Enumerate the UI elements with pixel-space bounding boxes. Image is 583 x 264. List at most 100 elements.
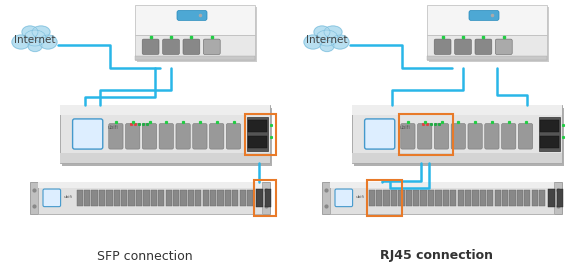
FancyBboxPatch shape	[335, 189, 353, 207]
Bar	[442, 190, 449, 206]
Bar	[143, 190, 150, 206]
FancyBboxPatch shape	[73, 119, 103, 149]
Bar	[532, 190, 538, 206]
Bar	[150, 190, 157, 206]
Bar	[458, 190, 464, 206]
FancyBboxPatch shape	[109, 124, 123, 149]
Bar	[330, 182, 554, 188]
Bar	[368, 190, 375, 206]
Ellipse shape	[331, 35, 349, 49]
Bar	[480, 190, 486, 206]
Bar	[180, 190, 187, 206]
Bar	[30, 182, 38, 214]
FancyBboxPatch shape	[469, 11, 499, 20]
FancyBboxPatch shape	[451, 124, 465, 149]
Bar	[254, 180, 276, 216]
Bar	[265, 189, 271, 207]
Ellipse shape	[24, 30, 46, 46]
Bar	[413, 190, 419, 206]
Bar	[114, 190, 120, 206]
Bar	[540, 136, 559, 148]
Text: ubifi: ubifi	[356, 195, 364, 199]
Bar	[352, 105, 562, 163]
FancyBboxPatch shape	[475, 39, 492, 54]
Bar	[232, 190, 238, 206]
Bar	[354, 108, 564, 166]
Bar	[487, 190, 493, 206]
Bar	[510, 190, 515, 206]
Text: ubifi: ubifi	[108, 125, 118, 130]
FancyBboxPatch shape	[364, 119, 395, 149]
FancyBboxPatch shape	[159, 124, 173, 149]
Bar	[465, 190, 471, 206]
Bar	[352, 105, 562, 115]
Ellipse shape	[316, 30, 338, 46]
Text: ubifi: ubifi	[400, 125, 410, 130]
Bar	[427, 56, 547, 60]
Bar	[472, 190, 479, 206]
Bar	[391, 190, 397, 206]
FancyBboxPatch shape	[177, 11, 207, 20]
FancyBboxPatch shape	[226, 124, 241, 149]
FancyBboxPatch shape	[484, 124, 499, 149]
Ellipse shape	[22, 26, 38, 38]
Bar	[554, 182, 562, 214]
Bar	[99, 190, 105, 206]
Bar	[247, 117, 268, 151]
Bar	[502, 190, 508, 206]
Bar	[406, 190, 412, 206]
Bar	[92, 190, 98, 206]
Bar	[84, 190, 90, 206]
Ellipse shape	[12, 35, 30, 49]
Bar	[257, 189, 263, 207]
FancyBboxPatch shape	[455, 39, 472, 54]
FancyBboxPatch shape	[203, 39, 220, 54]
Bar	[135, 56, 255, 60]
Bar	[540, 120, 559, 132]
FancyBboxPatch shape	[183, 39, 200, 54]
Bar	[121, 190, 127, 206]
Bar	[106, 190, 113, 206]
Ellipse shape	[32, 26, 50, 38]
FancyBboxPatch shape	[176, 124, 190, 149]
Bar	[173, 190, 179, 206]
FancyBboxPatch shape	[193, 124, 207, 149]
FancyBboxPatch shape	[468, 124, 482, 149]
FancyBboxPatch shape	[142, 124, 157, 149]
Bar	[429, 7, 549, 62]
Bar	[420, 190, 427, 206]
Text: SFP connection: SFP connection	[97, 249, 193, 262]
Bar	[427, 35, 547, 60]
FancyBboxPatch shape	[518, 124, 533, 149]
Bar	[549, 189, 554, 207]
Bar	[158, 190, 164, 206]
Bar	[60, 105, 270, 115]
Bar	[76, 190, 83, 206]
Bar	[247, 190, 253, 206]
Bar	[225, 190, 231, 206]
Bar	[330, 182, 554, 214]
Bar	[217, 190, 224, 206]
Bar	[210, 190, 216, 206]
Bar	[62, 108, 272, 166]
Bar	[428, 190, 434, 206]
Bar	[376, 190, 382, 206]
Bar	[195, 190, 202, 206]
Bar	[399, 114, 453, 155]
Bar	[135, 5, 255, 35]
Text: Internet: Internet	[306, 35, 347, 45]
Bar	[539, 117, 560, 151]
Bar	[245, 114, 276, 155]
Bar	[517, 190, 523, 206]
Bar	[137, 7, 257, 62]
Bar	[436, 190, 441, 206]
FancyBboxPatch shape	[163, 39, 180, 54]
Bar	[135, 35, 255, 60]
Text: ubifi: ubifi	[64, 195, 73, 199]
Bar	[188, 190, 194, 206]
Bar	[136, 190, 142, 206]
Text: RJ45 connection: RJ45 connection	[381, 249, 493, 262]
Bar	[60, 105, 270, 163]
FancyBboxPatch shape	[142, 39, 159, 54]
Bar	[60, 153, 270, 163]
